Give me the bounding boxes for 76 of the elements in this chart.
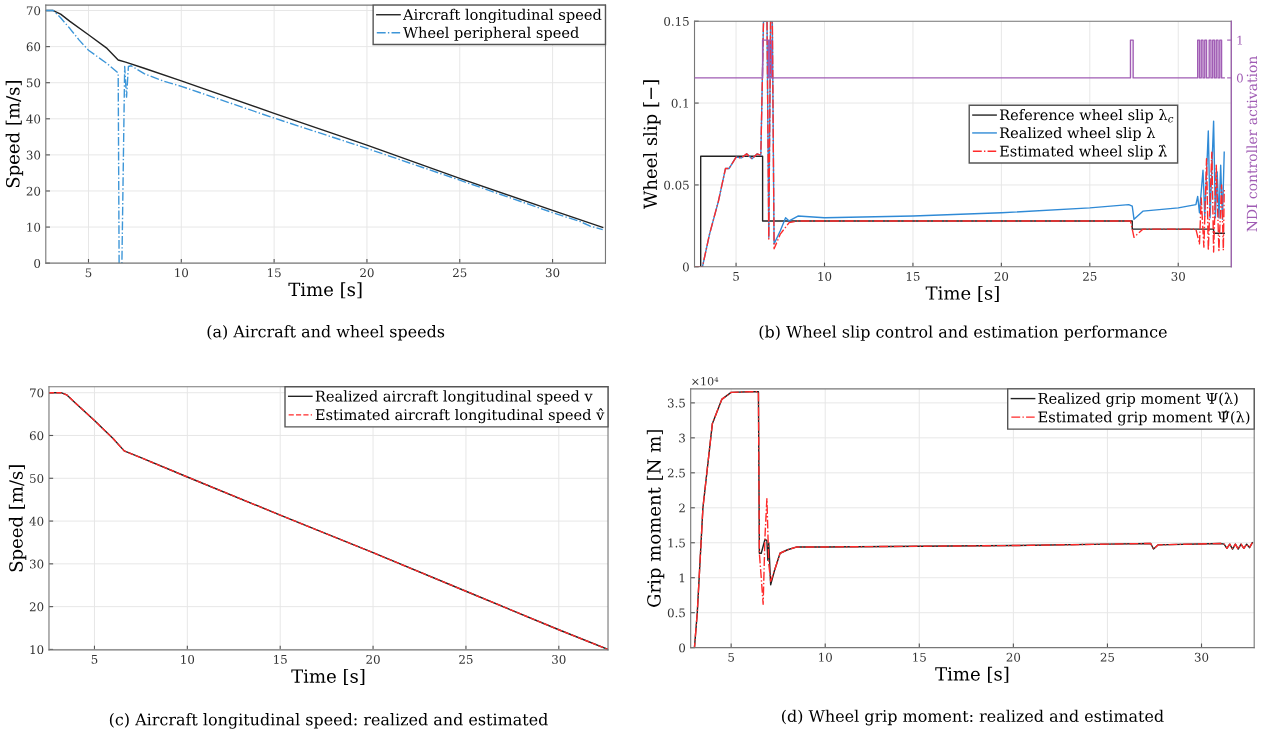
legend-label: Reference wheel slip λ$_{c}$ [999, 108, 1174, 124]
y-tick-label: 0.1 [671, 98, 688, 108]
legend-label: Realized aircraft longitudinal speed v [315, 390, 593, 405]
y-tick-label: 50 [30, 473, 44, 483]
y-tick-label: 50 [26, 78, 41, 88]
x-tick-label: 15 [906, 271, 920, 281]
x-tick-label: 25 [1100, 652, 1115, 662]
y-axis-title: Grip moment [N m] [646, 430, 665, 607]
legend-label: Estimated wheel slip λ̂ [999, 144, 1167, 160]
x-tick-label: 10 [818, 271, 832, 281]
x-tick-label: 20 [994, 271, 1009, 281]
y-tick-label: 40 [26, 114, 41, 124]
y-tick-label: 3 [679, 433, 685, 443]
y-tick-label: 70 [26, 6, 41, 16]
y-tick-label: 0.05 [664, 180, 689, 190]
x-tick-label: 5 [85, 268, 92, 278]
y-tick-label: 1 [679, 573, 685, 583]
x-tick-label: 10 [819, 652, 832, 662]
y-axis-title: Speed [m/s] [5, 81, 24, 188]
x-axis-title: Time [s] [925, 285, 999, 302]
legend-label: Aircraft longitudinal speed [402, 8, 602, 24]
y-tick-label: 40 [29, 516, 44, 526]
legend-label: Wheel peripheral speed [403, 26, 579, 41]
text: (a) Aircraft and wheel speeds [207, 325, 445, 341]
y-tick-label: 0 [34, 258, 41, 268]
y-tick-label: 10 [30, 645, 44, 655]
y2-tick-label: 1 [1237, 35, 1242, 45]
y-tick-label: 0.5 [667, 608, 685, 618]
y2-axis-title: NDI controller activation [1246, 56, 1258, 232]
text: ×10⁴ [692, 377, 719, 386]
x-tick-label: 25 [453, 268, 467, 278]
x-tick-label: 30 [1194, 652, 1209, 662]
x-tick-label: 5 [733, 272, 739, 281]
x-tick-label: 20 [366, 654, 380, 664]
y-tick-label: 10 [27, 222, 41, 232]
x-tick-label: 15 [913, 652, 926, 662]
text: (b) Wheel slip control and estimation performance [759, 325, 1167, 341]
y-tick-label: 0.15 [664, 16, 689, 26]
x-tick-label: 15 [274, 654, 287, 664]
legend-label: Realized grip moment Ψ(λ) [1038, 392, 1238, 407]
legend-label: Estimated grip moment Ψ̂(λ) [1038, 410, 1250, 426]
y-tick-label: 3.5 [667, 398, 685, 408]
text: (d) Wheel grip moment: realized and estimated [782, 709, 1164, 726]
y-tick-label: 20 [29, 602, 44, 612]
legend-label: Estimated aircraft longitudinal speed v̂ [315, 408, 605, 424]
y-tick-label: 30 [29, 559, 44, 569]
x-axis-title: Time [s] [291, 668, 365, 686]
x-tick-label: 5 [728, 652, 734, 662]
x-axis-title: Time [s] [288, 282, 362, 299]
y-tick-label: 0 [679, 643, 686, 653]
x-tick-label: 25 [459, 654, 473, 664]
x-tick-label: 10 [175, 268, 189, 278]
x-tick-label: 30 [552, 654, 566, 664]
y-tick-label: 60 [26, 42, 41, 52]
x-tick-label: 20 [360, 268, 374, 278]
y-axis-title: Wheel slip [−] [643, 80, 661, 210]
y-axis-title: Speed [m/s] [8, 465, 27, 572]
y-tick-label: 2 [679, 503, 685, 513]
y-tick-label: 1.5 [668, 538, 685, 548]
x-axis-title: Time [s] [935, 666, 1009, 683]
x-tick-label: 5 [91, 655, 98, 664]
text: (c) Aircraft longitudinal speed: realized and estimated [109, 713, 548, 729]
x-tick-label: 15 [268, 268, 281, 278]
x-tick-label: 25 [1083, 271, 1097, 281]
y-tick-label: 60 [29, 431, 44, 441]
x-tick-label: 30 [1171, 271, 1185, 281]
y-tick-label: 70 [30, 388, 44, 398]
y-tick-label: 2.5 [667, 468, 685, 478]
x-tick-label: 20 [1006, 652, 1021, 662]
y-tick-label: 0 [682, 262, 689, 272]
y2-tick-label: 0 [1236, 73, 1243, 83]
x-tick-label: 10 [181, 654, 195, 664]
y-tick-label: 30 [26, 150, 41, 160]
y-tick-label: 20 [26, 186, 41, 196]
legend-label: Realized wheel slip λ [999, 126, 1156, 142]
x-tick-label: 30 [545, 268, 560, 278]
